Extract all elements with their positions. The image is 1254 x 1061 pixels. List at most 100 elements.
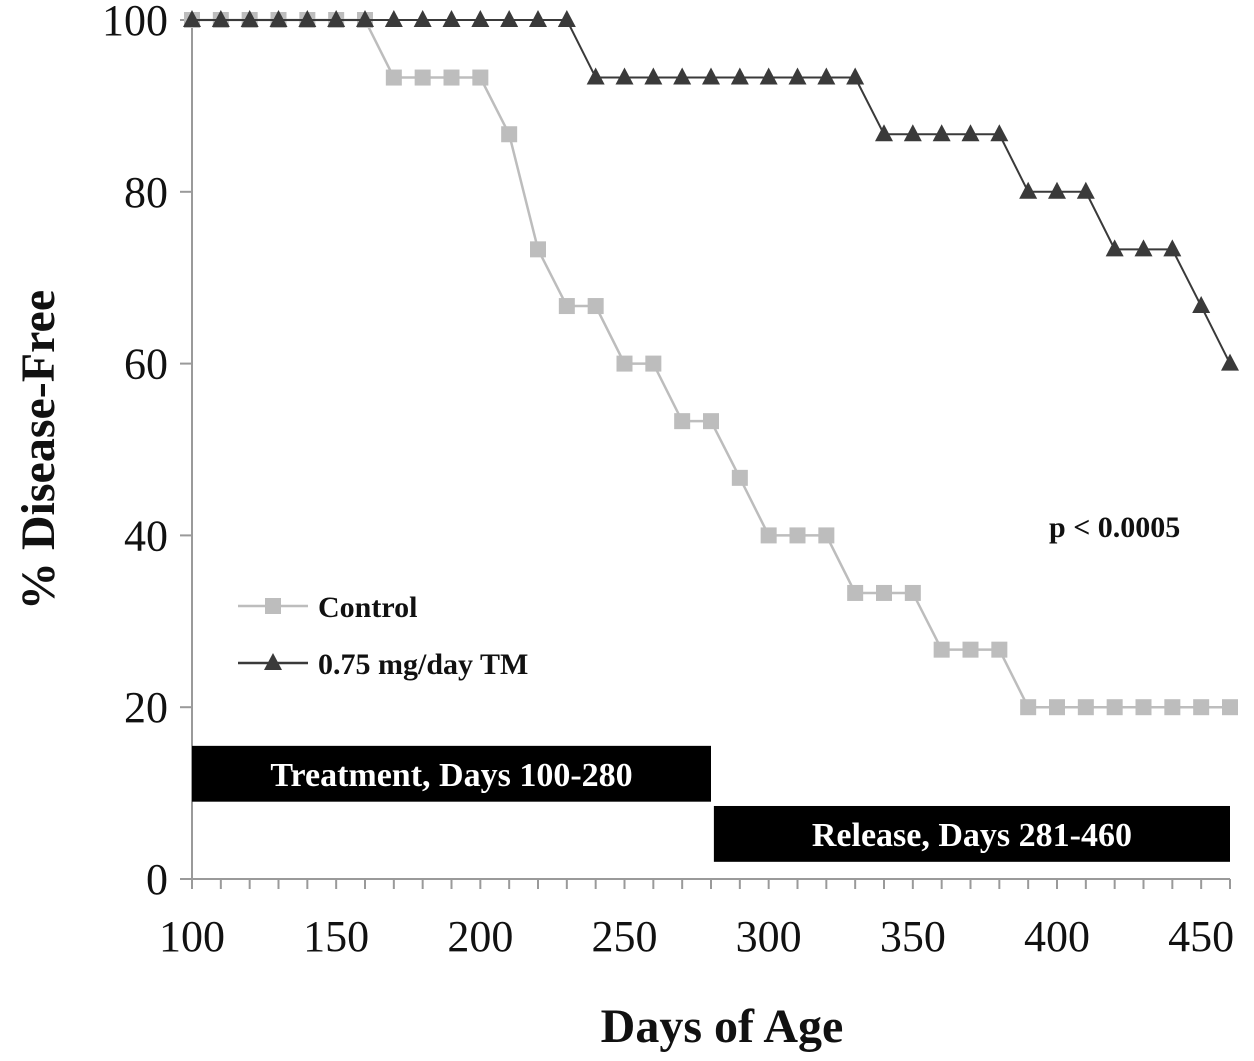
data-point (731, 469, 748, 486)
data-point (1076, 181, 1095, 199)
y-tick-label: 60 (124, 340, 168, 389)
data-point (1193, 699, 1210, 716)
y-tick-label: 0 (146, 855, 168, 904)
legend-tm-marker (264, 653, 282, 670)
x-tick-label: 400 (1024, 912, 1090, 961)
data-point (875, 124, 893, 142)
legend-marker-shape (264, 653, 282, 670)
data-point (269, 10, 288, 27)
data-point (240, 10, 259, 27)
data-point (933, 641, 950, 658)
x-tick-label: 200 (447, 912, 513, 961)
data-point (932, 124, 951, 142)
data-point (759, 67, 778, 85)
data-point (472, 69, 489, 86)
data-point (1019, 181, 1038, 199)
x-tick-label: 150 (303, 912, 369, 961)
data-point (760, 527, 777, 544)
legend-control-label: Control (318, 591, 417, 624)
x-tick-label: 450 (1168, 912, 1234, 961)
data-point (847, 584, 864, 601)
data-point (702, 67, 720, 85)
data-point (298, 10, 317, 27)
data-point (558, 298, 575, 315)
x-tick-label: 300 (736, 912, 802, 961)
data-point (616, 355, 633, 372)
data-point (1222, 699, 1238, 716)
data-point (211, 10, 230, 27)
data-point (1192, 296, 1211, 314)
y-tick-label: 100 (102, 0, 168, 45)
data-point (962, 641, 979, 658)
data-point (443, 69, 460, 86)
data-point (529, 10, 547, 27)
data-point (1048, 181, 1066, 199)
data-point (1077, 699, 1094, 716)
data-point (703, 413, 719, 430)
data-point (442, 10, 461, 27)
data-point (1020, 699, 1037, 716)
y-axis-title: % Disease-Free (12, 290, 65, 610)
ticks: 0 20 40 60 80 100 100 150 200 250 300 350 400 450 (102, 0, 1234, 961)
x-tick-label: 250 (592, 912, 658, 961)
legend-control-marker (265, 598, 281, 614)
legend-marker-shape (265, 598, 281, 614)
data-point (730, 67, 749, 85)
data-point (904, 584, 921, 601)
data-point (1105, 239, 1124, 257)
y-tick-label: 20 (124, 683, 168, 732)
data-point (1134, 239, 1153, 257)
period-bars: Treatment, Days 100-280 Release, Days 281… (192, 745, 1230, 862)
data-point (1049, 699, 1065, 716)
data-point (789, 527, 806, 544)
data-point (587, 298, 604, 315)
data-point (644, 67, 663, 85)
data-point (788, 67, 807, 85)
data-point (615, 67, 634, 85)
data-point (501, 126, 518, 143)
x-axis-title: Days of Age (601, 1000, 844, 1053)
legend: Control 0.75 mg/day TM (238, 591, 528, 681)
data-point (183, 10, 201, 27)
data-point (384, 10, 403, 27)
series (183, 10, 1239, 716)
series-tm (183, 10, 1239, 371)
data-point (356, 10, 374, 27)
data-point (413, 10, 432, 27)
legend-tm-label: 0.75 mg/day TM (318, 648, 528, 681)
data-point (1164, 699, 1181, 716)
data-point (327, 10, 346, 27)
data-point (818, 527, 835, 544)
data-point (1106, 699, 1123, 716)
period-bar-1 (713, 805, 1230, 862)
data-point (1135, 699, 1152, 716)
x-tick-label: 100 (159, 912, 225, 961)
period-bar-0 (192, 745, 711, 802)
y-tick-label: 40 (124, 511, 168, 560)
y-tick-label: 80 (124, 168, 168, 217)
data-point (991, 641, 1008, 658)
data-point (990, 124, 1009, 142)
p-value-annotation: p < 0.0005 (1049, 511, 1180, 544)
data-point (817, 67, 836, 85)
data-point (471, 10, 490, 27)
data-point (876, 584, 892, 601)
data-point (385, 69, 402, 86)
data-point (673, 67, 692, 85)
period-label-1: Release, Days 281-460 (812, 817, 1132, 854)
data-point (530, 241, 546, 258)
data-point (903, 124, 922, 142)
period-label-0: Treatment, Days 100-280 (270, 757, 632, 794)
data-point (586, 67, 605, 85)
data-point (557, 10, 576, 27)
data-point (500, 10, 519, 27)
x-tick-label: 350 (880, 912, 946, 961)
data-point (1163, 239, 1182, 257)
data-point (645, 355, 662, 372)
data-point (961, 124, 980, 142)
data-point (414, 69, 431, 86)
data-point (1221, 353, 1239, 371)
data-point (674, 413, 691, 430)
data-point (846, 67, 865, 85)
